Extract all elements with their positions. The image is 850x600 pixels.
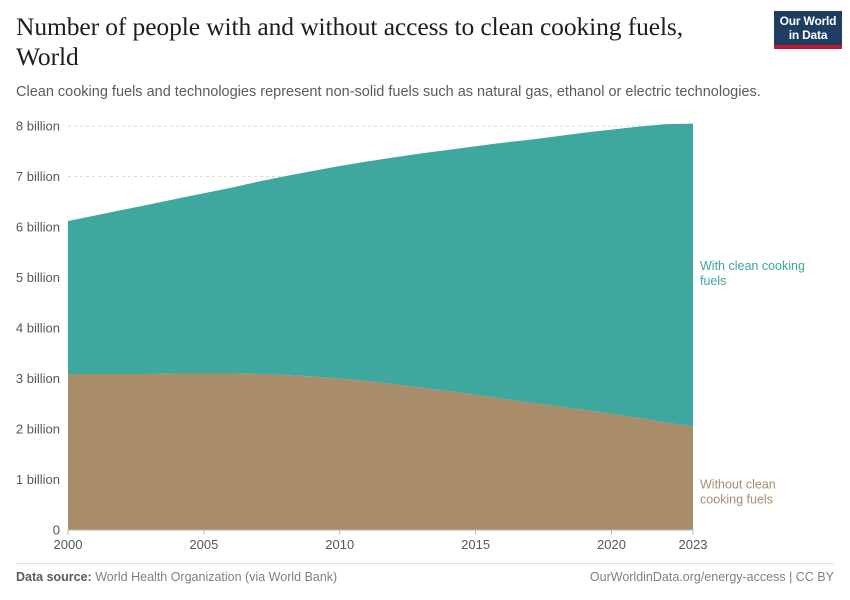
- x-axis-tick-labels: 2000 2005 2010 2015 2020 2023: [54, 537, 708, 550]
- x-axis-tick-label: 2005: [189, 537, 218, 550]
- logo-line-2: in Data: [788, 27, 828, 42]
- series-label-line: fuels: [700, 274, 726, 288]
- series-label-line: With clean cooking: [700, 259, 805, 273]
- data-source-label: Data source:: [16, 570, 92, 584]
- footer-divider: [16, 563, 834, 564]
- x-axis-tick-label: 2000: [54, 537, 83, 550]
- data-source: Data source: World Health Organization (…: [16, 570, 337, 584]
- series-label-line: cooking fuels: [700, 492, 773, 506]
- attribution-link[interactable]: OurWorldinData.org/energy-access | CC BY: [589, 570, 834, 584]
- area-series-without-clean-cooking-fuels[interactable]: [68, 373, 693, 530]
- y-axis-tick-label: 7 billion: [16, 169, 60, 184]
- y-axis-tick-labels: 0 1 billion 2 billion 3 billion 4 billion 5 b…: [16, 119, 60, 538]
- x-axis-tick-label: 2023: [679, 537, 708, 550]
- y-axis-tick-label: 0: [53, 523, 60, 538]
- series-label-line: Without clean: [700, 477, 776, 491]
- x-axis-tick-marks: [67, 530, 694, 535]
- x-axis-tick-label: 2010: [325, 537, 354, 550]
- x-axis-tick-label: 2015: [461, 537, 490, 550]
- x-axis-tick-label: 2020: [597, 537, 626, 550]
- y-axis-tick-label: 6 billion: [16, 220, 60, 235]
- y-axis-tick-label: 1 billion: [16, 472, 60, 487]
- chart-footer: Data source: World Health Organization (…: [16, 570, 834, 584]
- y-axis-tick-label: 3 billion: [16, 371, 60, 386]
- chart-plot-area[interactable]: 0 1 billion 2 billion 3 billion 4 billion 5 b…: [0, 100, 850, 550]
- chart-subtitle: Clean cooking fuels and technologies rep…: [16, 84, 761, 100]
- logo-line-1: Our World: [779, 14, 837, 28]
- y-axis-tick-label: 2 billion: [16, 422, 60, 437]
- stacked-area-chart[interactable]: 0 1 billion 2 billion 3 billion 4 billion 5 b…: [0, 100, 850, 550]
- y-axis-tick-label: 8 billion: [16, 119, 60, 134]
- y-axis-tick-label: 5 billion: [16, 270, 60, 285]
- page-title: Number of people with and without access…: [16, 12, 684, 71]
- our-world-in-data-logo[interactable]: Our World in Data: [774, 11, 842, 49]
- data-source-value: World Health Organization (via World Ban…: [95, 570, 338, 584]
- y-axis-tick-label: 4 billion: [16, 321, 60, 336]
- area-series-with-clean-cooking-fuels[interactable]: [68, 123, 693, 427]
- chart-header: Number of people with and without access…: [16, 12, 834, 102]
